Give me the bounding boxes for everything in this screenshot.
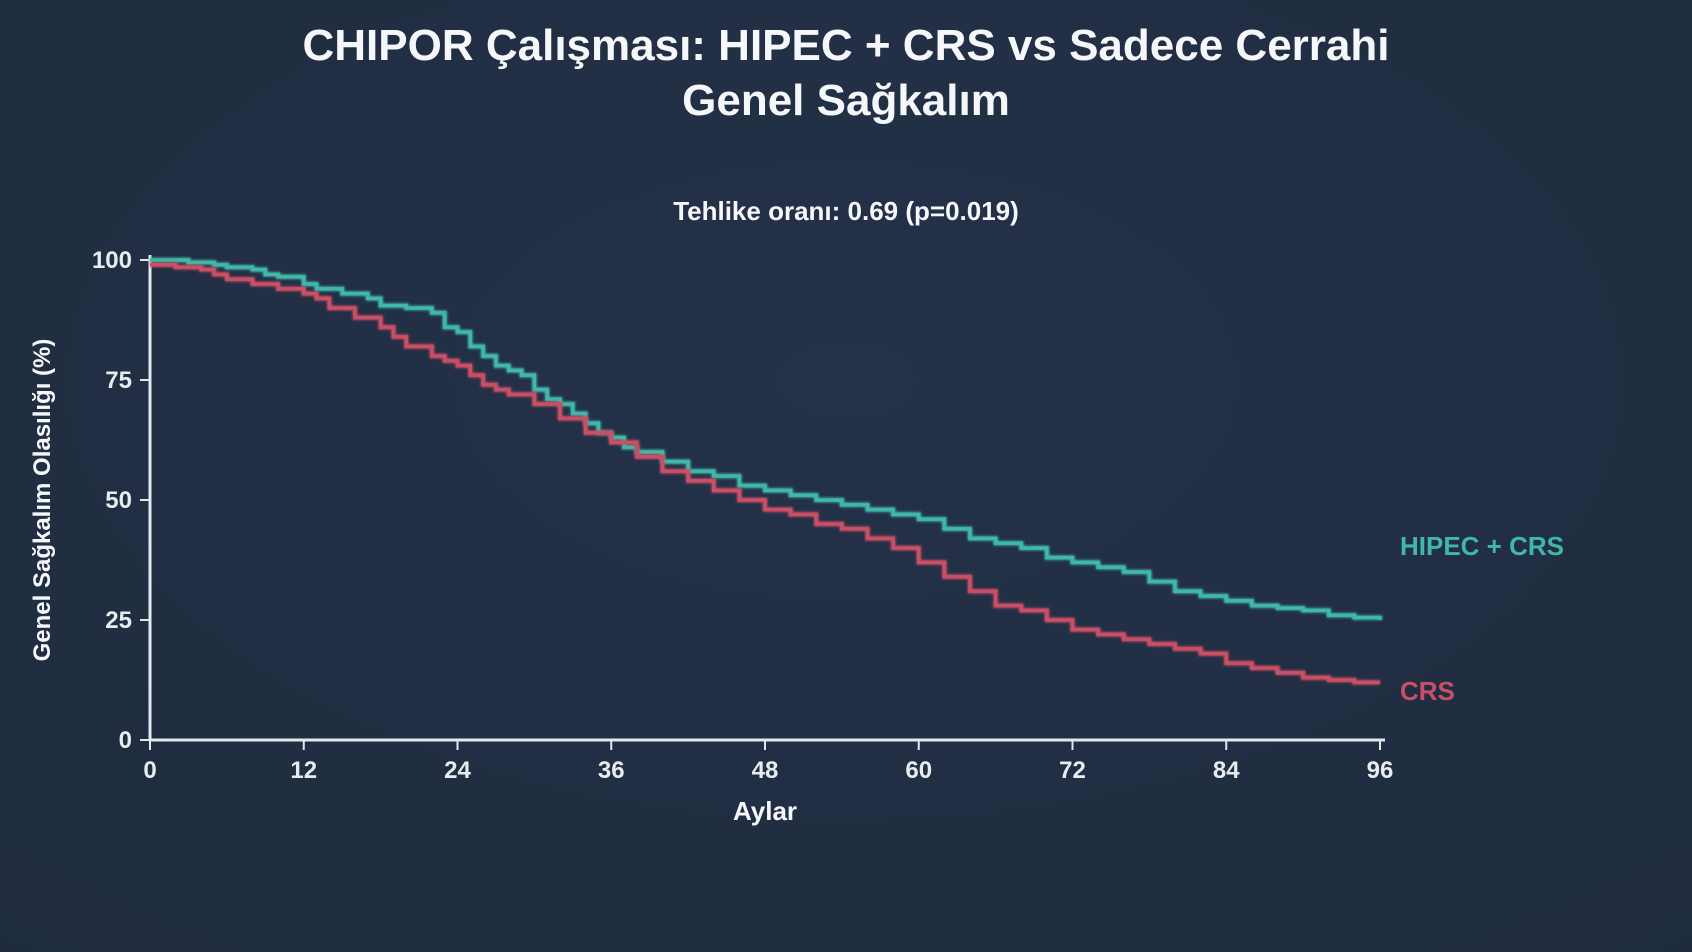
x-tick-label: 60 (905, 757, 932, 784)
x-axis-label: Aylar (733, 796, 797, 826)
x-tick-label: 12 (290, 757, 317, 784)
y-tick-label: 100 (92, 247, 132, 274)
x-tick-label: 48 (752, 757, 779, 784)
x-tick-label: 36 (598, 757, 625, 784)
x-tick-label: 24 (444, 757, 471, 784)
x-tick-label: 84 (1213, 757, 1240, 784)
chart-subtitle: Tehlike oranı: 0.69 (p=0.019) (673, 196, 1019, 226)
y-tick-label: 0 (119, 727, 132, 754)
km-chart-svg: CHIPOR Çalışması: HIPEC + CRS vs Sadece … (0, 0, 1692, 952)
chart-title-line2: Genel Sağkalım (682, 76, 1010, 125)
y-tick-label: 50 (105, 487, 132, 514)
x-tick-label: 96 (1367, 757, 1394, 784)
series-label-crs: CRS (1400, 676, 1455, 706)
y-tick-label: 75 (105, 367, 132, 394)
y-tick-label: 25 (105, 607, 132, 634)
chart-title-line1: CHIPOR Çalışması: HIPEC + CRS vs Sadece … (303, 21, 1390, 70)
x-tick-label: 72 (1059, 757, 1086, 784)
chart-stage: CHIPOR Çalışması: HIPEC + CRS vs Sadece … (0, 0, 1692, 952)
series-label-hipec-crs: HIPEC + CRS (1400, 531, 1564, 561)
y-axis-label: Genel Sağkalım Olasılığı (%) (29, 339, 56, 662)
x-tick-label: 0 (143, 757, 156, 784)
